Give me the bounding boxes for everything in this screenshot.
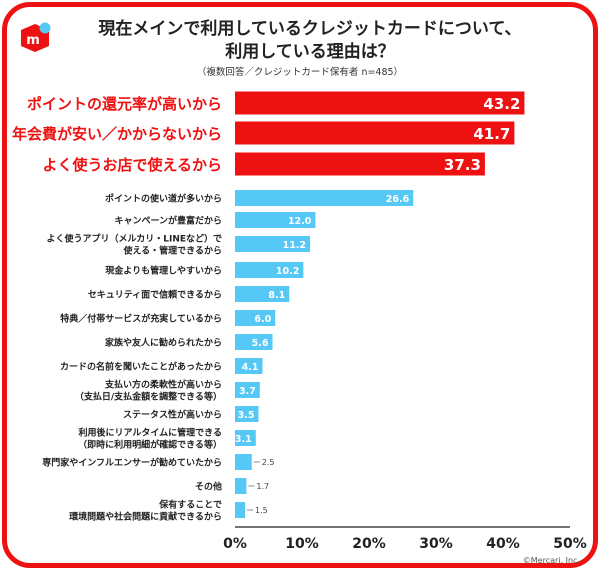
bar [235,121,515,145]
value-label: 11.2 [283,240,306,251]
bar [235,91,525,115]
x-tick-label: 50% [553,536,587,552]
bar [235,236,311,252]
copyright: ©Mercari, Inc. [522,556,580,565]
bar [235,212,316,228]
value-label: 37.3 [444,156,481,174]
bar [235,478,247,494]
chart-title: 現在メインで利用しているクレジットカードについて、 利用している理由は？ [60,18,560,64]
value-label: 1.5 [255,506,268,515]
title-line-2: 利用している理由は？ [225,42,395,62]
title-line-1: 現在メインで利用しているクレジットカードについて、 [98,19,522,39]
category-label: 環境問題や社会問題に貢献できるから [69,511,222,523]
category-label: よく使うお店で使えるから [42,156,222,174]
value-label: 4.1 [242,362,259,373]
svg-text:m: m [26,33,40,48]
value-label: 2.5 [262,458,275,467]
value-label: 8.1 [268,290,285,301]
category-label: 現金よりも管理しやすいから [105,265,222,277]
mercari-logo-icon: m [21,22,51,52]
category-label: ステータス性が高いから [123,409,222,421]
category-label: ポイントの還元率が高いから [27,95,222,113]
bar [235,406,259,422]
category-label: よく使うアプリ（メルカリ・LINEなど）で [47,233,223,245]
category-label: 利用後にリアルタイムに管理できる [77,427,222,439]
category-label: 年会費が安い／かからないから [12,125,222,143]
category-label: 使える・管理できるから [122,245,222,257]
value-label: 6.0 [254,314,271,325]
bar [235,190,414,206]
bar [235,454,252,470]
value-label: 3.5 [238,410,255,421]
x-tick-label: 40% [486,536,520,552]
value-label: 3.1 [235,434,252,445]
value-label: 1.7 [256,482,269,491]
value-label: 41.7 [473,125,510,143]
category-label: 特典／付帯サービスが充実しているから [60,313,222,325]
category-label: キャンペーンが豊富だから [114,215,222,227]
category-label: 支払い方の柔軟性が高いから [104,379,222,391]
value-label: 3.7 [239,386,256,397]
bar [235,262,304,278]
bar [235,310,276,326]
x-tick-label: 10% [285,536,319,552]
bar [235,358,263,374]
chart-subtitle: （複数回答／クレジットカード保有者 n=485） [196,67,404,78]
category-label: （即時に利用明細が確認できる等） [78,439,222,451]
value-label: 43.2 [483,95,520,113]
value-label: 26.6 [386,194,410,205]
bar [235,152,485,176]
category-label: その他 [195,481,222,493]
value-label: 12.0 [288,216,312,227]
category-label: （支払日/支払金額を調整できる等） [75,391,222,403]
bar [235,430,256,446]
category-label: セキュリティ面で信頼できるから [88,289,222,301]
bar [235,286,290,302]
category-label: 家族や友人に勧められたから [105,337,222,349]
bar [235,382,260,398]
x-tick-label: 0% [223,536,247,552]
bar [235,502,246,518]
x-tick-label: 30% [419,536,453,552]
category-label: カードの名前を聞いたことがあったから [60,361,222,373]
value-label: 5.6 [252,338,269,349]
x-tick-label: 20% [352,536,386,552]
category-label: 専門家やインフルエンサーが勧めていたから [42,457,222,469]
category-label: ポイントの使い道が多いから [105,193,222,205]
category-label: 保有することで [158,499,222,511]
bar [235,334,273,350]
value-label: 10.2 [276,266,299,277]
